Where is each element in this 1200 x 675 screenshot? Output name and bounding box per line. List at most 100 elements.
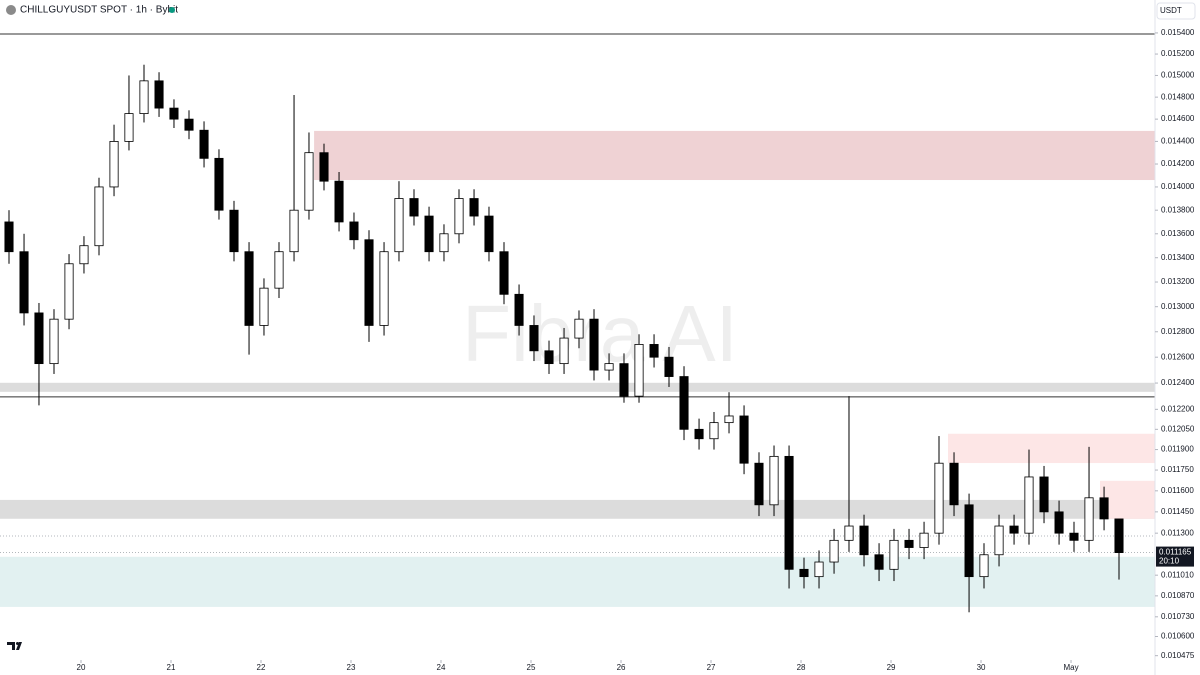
last-price: 0.011165 — [1159, 548, 1192, 557]
y-tick-label: 0.012050 — [1161, 424, 1195, 433]
y-tick-label: 0.010475 — [1161, 651, 1195, 660]
y-tick-label: 0.014200 — [1161, 159, 1195, 168]
candle-body — [199, 129, 209, 159]
candle-body — [4, 221, 14, 253]
x-tick-label: 27 — [707, 663, 716, 672]
y-tick-label: 0.011450 — [1161, 507, 1194, 516]
candle-body — [889, 539, 899, 570]
candle-body — [244, 251, 254, 326]
candle-body — [184, 118, 194, 131]
candle-body — [589, 318, 599, 371]
candle-body — [994, 525, 1004, 556]
candle-body — [394, 198, 404, 253]
candle-body — [109, 141, 119, 188]
candle-body — [259, 287, 269, 326]
countdown: 20:10 — [1159, 557, 1180, 566]
candle-body — [514, 293, 524, 326]
candle-body — [784, 455, 794, 570]
candle-body — [844, 525, 854, 541]
watermark: Fibra AI — [462, 289, 738, 378]
zone — [0, 382, 1155, 392]
y-tick-label: 0.010870 — [1161, 591, 1195, 600]
candle-body — [1054, 511, 1064, 534]
y-tick-label: 0.013800 — [1161, 205, 1195, 214]
chart-title: CHILLGUYUSDT SPOT · 1h · Bybit — [20, 5, 178, 16]
candle-body — [469, 198, 479, 217]
candle-body — [304, 152, 314, 211]
y-tick-label: 0.013200 — [1161, 277, 1195, 286]
candle-body — [34, 312, 44, 365]
candle-body — [664, 356, 674, 377]
candle-body — [964, 504, 974, 578]
y-tick-label: 0.010600 — [1161, 632, 1195, 641]
candle-body — [949, 462, 959, 506]
candle-body — [634, 344, 644, 397]
candle-body — [349, 221, 359, 241]
x-tick-label: 20 — [77, 663, 86, 672]
candle-body — [379, 251, 389, 326]
x-tick-label: 29 — [887, 663, 896, 672]
y-tick-label: 0.012400 — [1161, 378, 1195, 387]
candle-body — [1114, 518, 1124, 553]
candle-body — [529, 325, 539, 352]
x-tick-label: May — [1063, 663, 1078, 672]
candle-body — [214, 157, 224, 211]
zone — [0, 499, 1155, 519]
candle-body — [499, 251, 509, 295]
currency-box[interactable] — [1156, 2, 1196, 20]
candle-body — [979, 554, 989, 578]
candle-body — [559, 337, 569, 365]
zone — [947, 433, 1155, 464]
y-tick-label: 0.011010 — [1161, 570, 1194, 579]
candle-body — [1009, 525, 1019, 534]
x-tick-label: 23 — [347, 663, 356, 672]
candle-body — [19, 251, 29, 314]
candle-body — [754, 462, 764, 506]
candle-body — [679, 376, 689, 430]
candle-body — [139, 80, 149, 115]
candle-body — [604, 363, 614, 371]
candle-body — [544, 350, 554, 365]
candle-body — [424, 215, 434, 253]
y-tick-label: 0.014800 — [1161, 92, 1195, 101]
y-tick-label: 0.010730 — [1161, 612, 1195, 621]
y-tick-label: 0.011300 — [1161, 528, 1194, 537]
candle-body — [409, 198, 419, 217]
candle-body — [769, 455, 779, 506]
y-tick-label: 0.011900 — [1161, 445, 1194, 454]
candle-body — [49, 318, 59, 365]
candle-body — [1099, 497, 1109, 520]
y-tick-label: 0.013000 — [1161, 302, 1195, 311]
symbol-icon — [6, 5, 16, 15]
currency: USDT — [1160, 6, 1182, 15]
candle-body — [574, 318, 584, 339]
candle-body — [289, 209, 299, 253]
zone — [1100, 480, 1155, 519]
status-dot — [169, 7, 175, 13]
candle-body — [229, 209, 239, 253]
candle-body — [919, 532, 929, 548]
candle-body — [694, 428, 704, 440]
candle-body — [1069, 532, 1079, 541]
candle-body — [619, 363, 629, 397]
candle-body — [1024, 476, 1034, 534]
candle-body — [1084, 497, 1094, 541]
y-tick-label: 0.014000 — [1161, 182, 1195, 191]
plot-area — [0, 33, 1155, 613]
candle-body — [274, 251, 284, 289]
x-tick-label: 22 — [257, 663, 266, 672]
candle-body — [64, 263, 74, 320]
y-tick-label: 0.015200 — [1161, 49, 1195, 58]
candle-body — [439, 233, 449, 253]
x-tick-label: 26 — [617, 663, 626, 672]
x-tick-label: 25 — [527, 663, 536, 672]
candle-body — [334, 180, 344, 223]
y-tick-label: 0.012200 — [1161, 404, 1195, 413]
y-tick-label: 0.013400 — [1161, 253, 1195, 262]
y-tick-label: 0.011600 — [1161, 486, 1194, 495]
y-tick-label: 0.011750 — [1161, 465, 1194, 474]
candle-body — [739, 415, 749, 464]
candle-body — [1039, 476, 1049, 513]
last-price-box — [1156, 546, 1194, 567]
candle-body — [649, 344, 659, 358]
